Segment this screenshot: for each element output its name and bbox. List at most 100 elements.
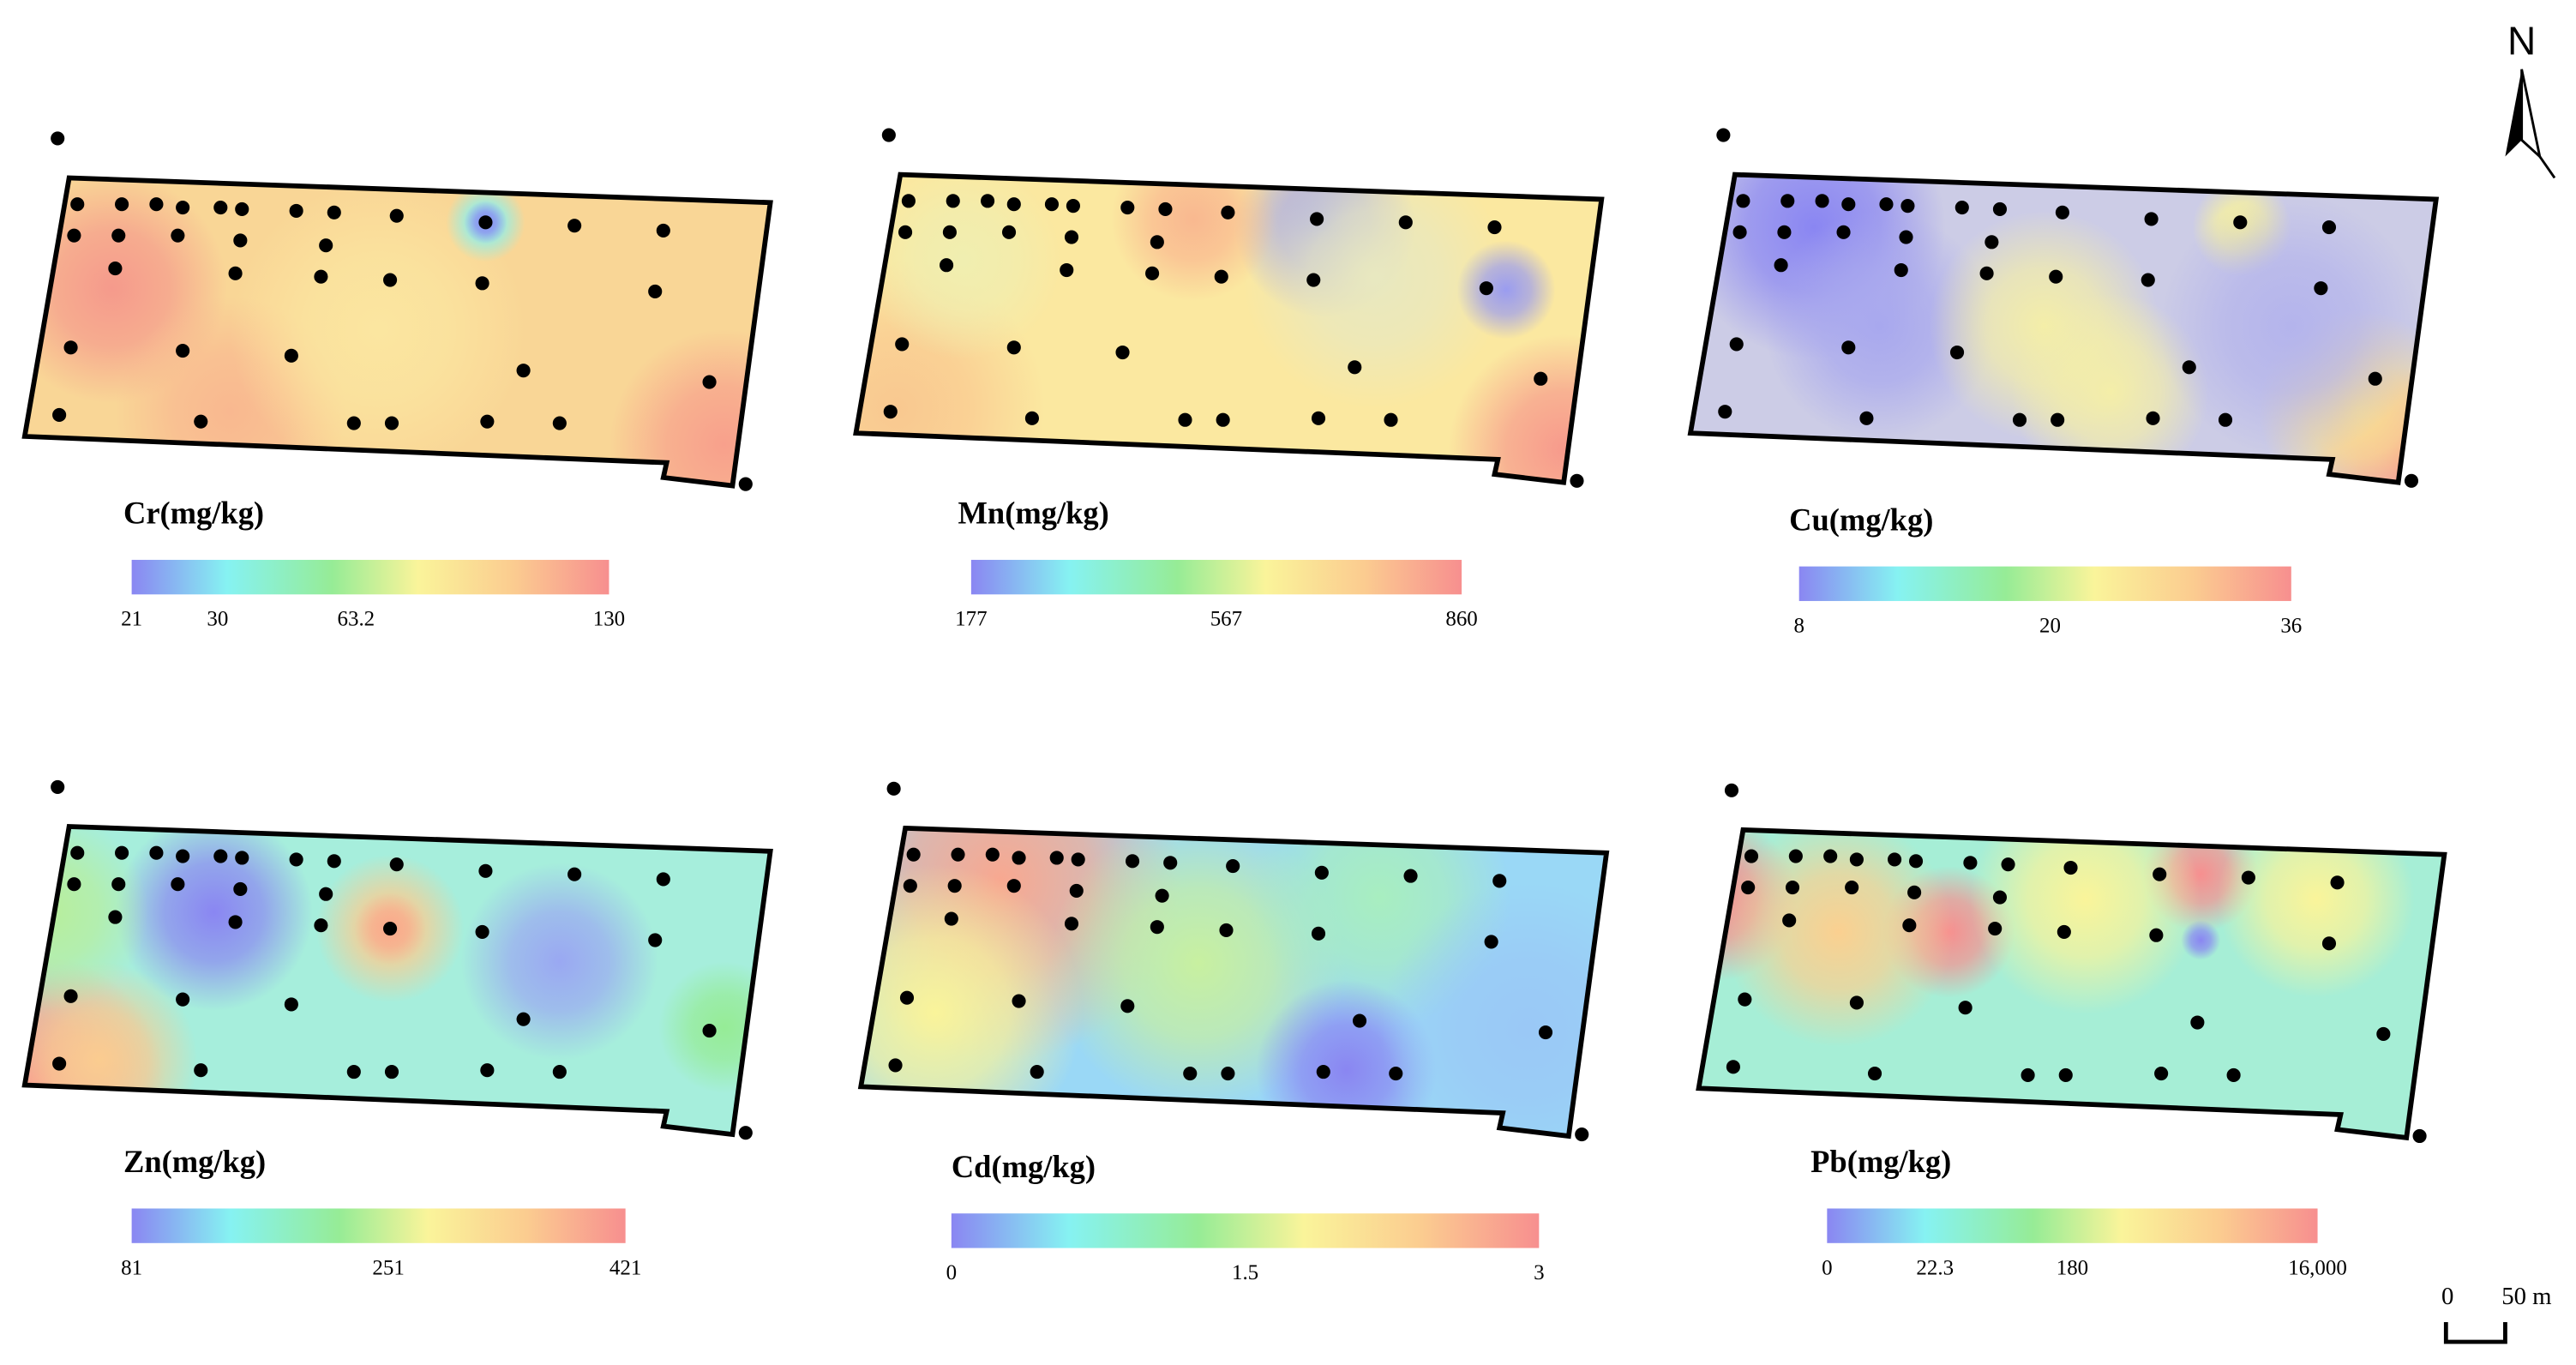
sample-point xyxy=(1316,1065,1330,1079)
sample-point xyxy=(194,1063,208,1078)
sample-point xyxy=(2144,212,2159,226)
sample-point xyxy=(289,203,303,218)
sample-point xyxy=(1785,880,1800,895)
sample-point xyxy=(478,863,493,878)
sample-point xyxy=(1403,869,1418,883)
legend-tick-label: 20 xyxy=(2039,614,2061,637)
sample-point xyxy=(2057,924,2071,939)
north-label: N xyxy=(2507,18,2536,63)
sample-point xyxy=(389,208,404,223)
field-boundary xyxy=(1696,827,2447,1141)
sample-point xyxy=(1729,337,1744,352)
sample-point xyxy=(1226,859,1240,874)
sample-point xyxy=(2063,860,2078,875)
sample-point xyxy=(228,266,243,280)
sample-point xyxy=(115,197,129,212)
sample-point xyxy=(1150,235,1164,250)
sample-point xyxy=(70,845,85,860)
sample-point xyxy=(149,845,164,860)
sample-point xyxy=(1487,220,1502,235)
sample-point xyxy=(1726,1060,1740,1074)
surface-blob xyxy=(2181,920,2221,960)
sample-point xyxy=(1738,992,1752,1007)
scale-bar xyxy=(2443,1321,2507,1344)
sample-point xyxy=(389,857,404,872)
sample-point xyxy=(2146,411,2160,425)
sample-point xyxy=(1158,201,1173,217)
map-panel xyxy=(853,128,1605,488)
sample-point xyxy=(947,879,962,893)
map-panel xyxy=(21,779,773,1140)
sample-point xyxy=(63,989,78,1003)
sample-point xyxy=(895,337,910,352)
legend-tick-label: 567 xyxy=(1210,608,1242,631)
sample-point xyxy=(901,194,916,208)
sample-point xyxy=(1815,194,1829,208)
sample-point xyxy=(1024,411,1039,425)
surface-blob xyxy=(230,181,527,478)
legend-tick-label: 16,000 xyxy=(2288,1256,2347,1279)
sample-point xyxy=(985,847,1000,862)
sample-point xyxy=(1125,854,1140,869)
legend-tick-label: 36 xyxy=(2280,614,2302,637)
sample-point xyxy=(1348,360,1362,375)
sample-point xyxy=(1044,197,1060,212)
sample-point xyxy=(1492,874,1507,888)
sample-point xyxy=(1867,1066,1882,1081)
sample-point xyxy=(656,223,670,238)
sample-point xyxy=(2226,1067,2241,1083)
sample-point xyxy=(2368,371,2382,386)
sample-point xyxy=(738,477,753,491)
sample-point xyxy=(1221,205,1235,219)
interpolated-surface xyxy=(856,174,1602,483)
legend-title: Mn(mg/kg) xyxy=(958,496,1109,531)
sample-point xyxy=(319,887,333,901)
sample-point xyxy=(886,781,901,796)
legend-tick-label: 177 xyxy=(955,608,987,631)
scale-start: 0 xyxy=(2441,1283,2453,1310)
sample-point xyxy=(2001,857,2015,872)
sample-point xyxy=(383,921,398,936)
field-boundary xyxy=(857,825,1610,1140)
sample-point xyxy=(1163,856,1178,870)
sample-point xyxy=(383,273,398,287)
sample-point xyxy=(1066,199,1080,213)
sample-point xyxy=(656,872,670,887)
sample-point xyxy=(1306,273,1321,287)
surface-blob xyxy=(1456,240,1556,340)
surface-blob xyxy=(460,863,659,1061)
sample-point xyxy=(176,992,190,1007)
scale-end: 50 m xyxy=(2501,1283,2551,1310)
sample-point xyxy=(951,847,965,862)
sample-point xyxy=(1001,225,1017,239)
sample-point xyxy=(2055,205,2069,219)
sample-point xyxy=(648,284,663,299)
sample-point xyxy=(346,416,361,430)
map-panel xyxy=(21,131,773,491)
sample-point xyxy=(2330,875,2345,890)
sample-point xyxy=(111,228,126,243)
sample-point xyxy=(1216,412,1230,427)
sample-point xyxy=(2051,412,2065,427)
sample-point xyxy=(314,269,328,284)
sample-point xyxy=(51,779,65,794)
sample-point xyxy=(1575,1127,1589,1142)
sample-point xyxy=(51,131,65,146)
sample-point xyxy=(2233,215,2248,230)
sample-point xyxy=(1907,885,1922,899)
legend-tick-label: 21 xyxy=(121,608,142,631)
interpolated-surface xyxy=(861,827,1607,1136)
sample-point xyxy=(1538,1025,1553,1040)
sample-point xyxy=(1836,225,1851,239)
north-arrow xyxy=(2505,69,2522,157)
sample-point xyxy=(888,1058,903,1073)
sample-point xyxy=(176,200,190,215)
sample-point xyxy=(289,852,303,867)
legend-tick-label: 421 xyxy=(609,1256,641,1279)
surface-blob xyxy=(658,961,771,1094)
sample-point xyxy=(1060,262,1074,278)
sample-point xyxy=(327,854,341,869)
sample-point xyxy=(1988,921,2003,936)
legend-tick-label: 30 xyxy=(207,608,228,631)
sample-point xyxy=(946,194,960,208)
